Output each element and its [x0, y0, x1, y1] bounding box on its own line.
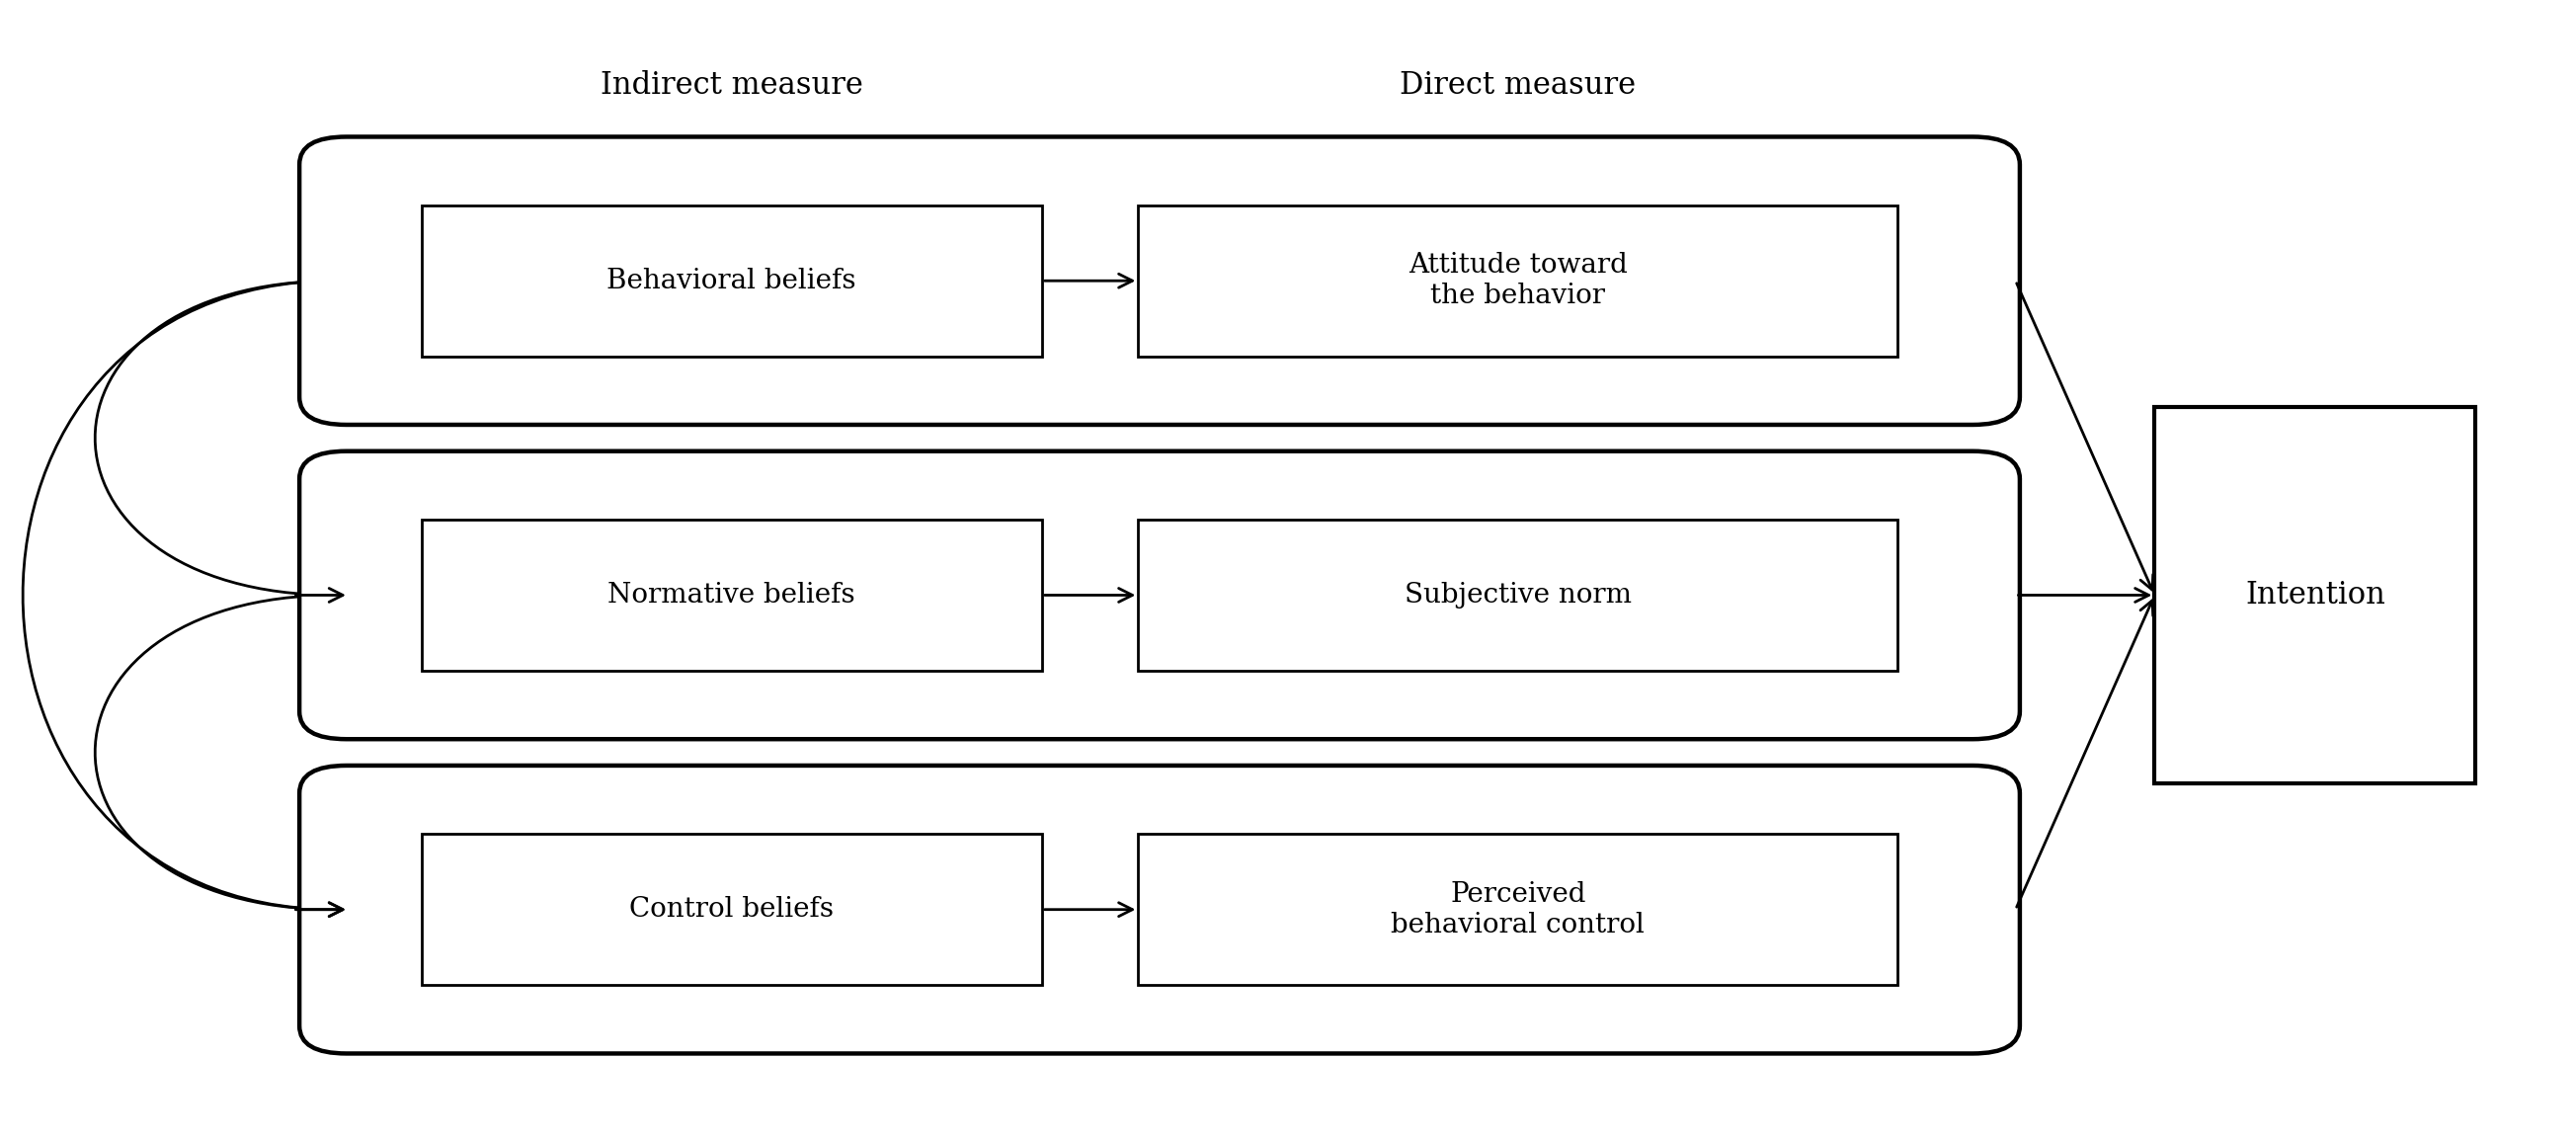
FancyBboxPatch shape	[299, 451, 2020, 739]
Text: Intention: Intention	[2246, 580, 2385, 610]
FancyBboxPatch shape	[422, 834, 1041, 985]
Text: Subjective norm: Subjective norm	[1404, 581, 1631, 609]
FancyBboxPatch shape	[1139, 520, 1899, 670]
Text: Attitude toward
the behavior: Attitude toward the behavior	[1409, 252, 1628, 310]
FancyBboxPatch shape	[422, 205, 1041, 356]
Text: Control beliefs: Control beliefs	[629, 896, 835, 923]
Text: Normative beliefs: Normative beliefs	[608, 581, 855, 609]
FancyBboxPatch shape	[422, 520, 1041, 670]
Text: Indirect measure: Indirect measure	[600, 71, 863, 101]
Text: Behavioral beliefs: Behavioral beliefs	[608, 268, 855, 294]
FancyBboxPatch shape	[2154, 407, 2476, 784]
Text: Direct measure: Direct measure	[1399, 71, 1636, 101]
FancyBboxPatch shape	[1139, 834, 1899, 985]
FancyBboxPatch shape	[299, 766, 2020, 1053]
Text: Perceived
behavioral control: Perceived behavioral control	[1391, 881, 1646, 938]
FancyBboxPatch shape	[1139, 205, 1899, 356]
FancyBboxPatch shape	[299, 137, 2020, 425]
